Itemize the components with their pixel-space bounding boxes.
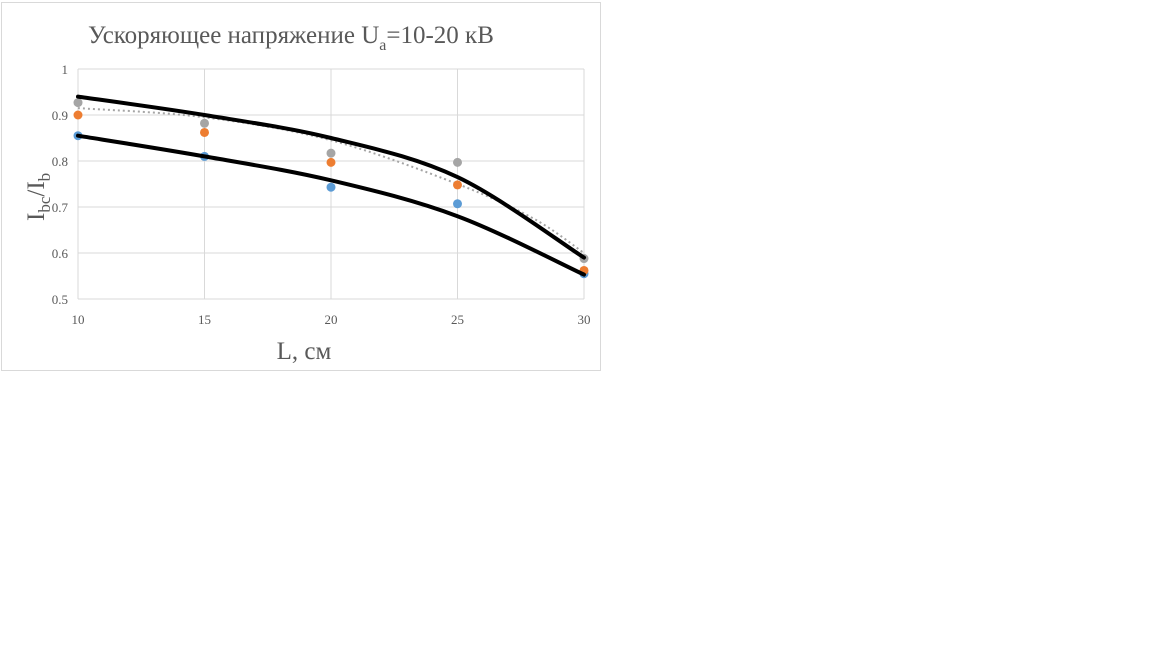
y-tick-label: 0.5 (52, 292, 68, 307)
data-point-series-2 (73, 110, 83, 120)
data-point-series-3 (326, 148, 336, 158)
y-tick-label: 0.8 (52, 154, 68, 169)
x-tick-label: 25 (451, 312, 464, 327)
data-point-series-1 (453, 199, 462, 209)
x-tick-label: 20 (325, 312, 338, 327)
data-point-series-2 (453, 180, 462, 190)
chart-svg: Ускоряющее напряжение Ua=10-20 кВ 0.5 0.6… (23, 22, 591, 365)
x-tick-labels: 10 15 20 25 30 (72, 312, 591, 327)
x-tick-label: 30 (578, 312, 591, 327)
chart-title: Ускоряющее напряжение Ua=10-20 кВ (88, 22, 494, 54)
data-point-series-3 (200, 118, 209, 128)
y-tick-label: 1 (62, 62, 69, 77)
data-point-series-3 (453, 157, 462, 167)
envelope-curve-2 (76, 133, 586, 277)
gridlines (77, 68, 585, 300)
trendline (77, 107, 585, 254)
data-point-series-1 (326, 182, 336, 192)
y-tick-label: 0.7 (52, 200, 69, 215)
chart-frame: Ускоряющее напряжение Ua=10-20 кВ 0.5 0.6… (1, 2, 601, 371)
data-point-series-3 (73, 98, 83, 108)
y-tick-label: 0.6 (52, 246, 69, 261)
x-tick-label: 15 (198, 312, 211, 327)
x-axis-title: L, см (277, 338, 332, 365)
data-point-series-2 (200, 127, 209, 137)
y-axis-title: Ibc/Ib (23, 173, 54, 221)
y-tick-labels: 0.5 0.6 0.7 0.8 0.9 1 (52, 62, 69, 307)
data-point-series-2 (326, 157, 336, 167)
y-tick-label: 0.9 (52, 108, 68, 123)
envelope-curves (76, 94, 586, 277)
x-tick-label: 10 (72, 312, 85, 327)
envelope-curve-1 (76, 94, 586, 260)
